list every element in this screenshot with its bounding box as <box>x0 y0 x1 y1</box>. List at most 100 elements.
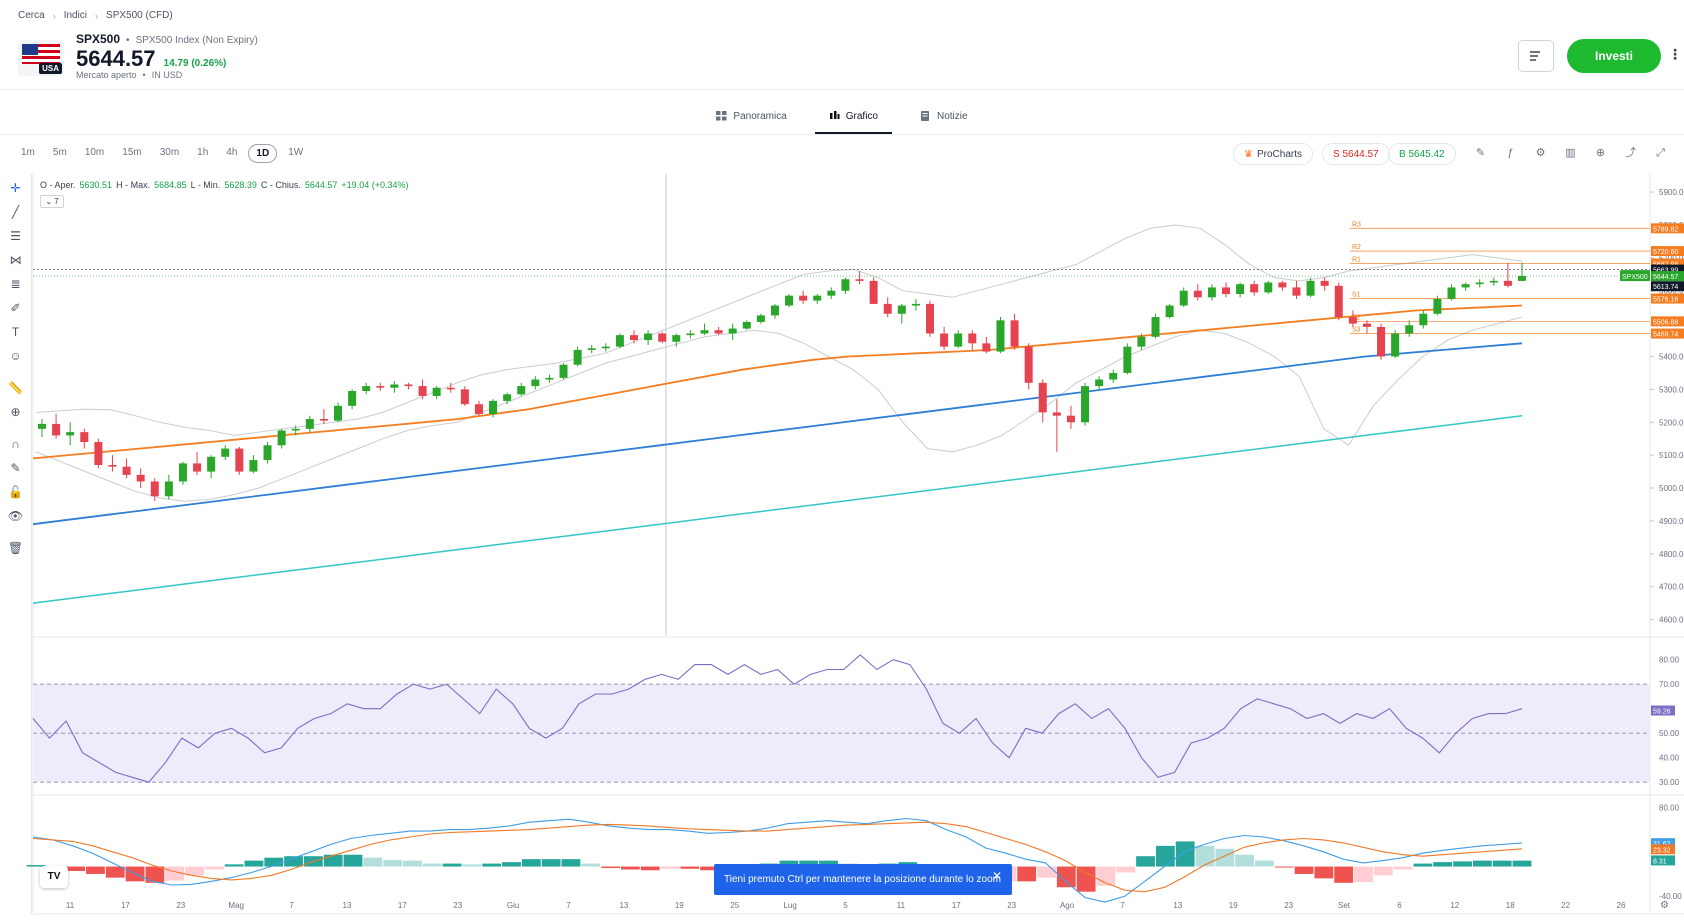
zoom-in-icon[interactable]: ⊕ <box>10 405 21 419</box>
rsi-line <box>32 654 1523 783</box>
candle-down <box>1292 287 1301 296</box>
timeframe-1w[interactable]: 1W <box>288 147 304 158</box>
settings-icon[interactable]: ⚙ <box>1535 147 1546 159</box>
timeframe-1m[interactable]: 1m <box>21 147 35 158</box>
breadcrumb-item-cerca[interactable]: Cerca <box>18 10 45 21</box>
macd-histogram-bar <box>26 865 46 867</box>
rsi-value-badge <box>1651 705 1675 716</box>
ruler-icon[interactable]: 📏 <box>8 381 23 395</box>
macd-histogram-bar <box>1195 845 1215 867</box>
ticker-symbol: SPX500 <box>76 32 121 46</box>
instrument-title: SPX500 • SPX500 Index (Non Expiry) <box>76 32 258 46</box>
buy-price-button[interactable]: B 5645.42 <box>1388 143 1456 165</box>
macd-histogram-bar <box>403 860 422 867</box>
timeframe-1h[interactable]: 1h <box>197 147 209 158</box>
eye-icon[interactable]: 👁 <box>7 509 24 523</box>
time-axis-label: 18 <box>1506 901 1515 910</box>
macd-histogram-bar <box>1433 862 1453 867</box>
time-axis-label: Giu <box>507 901 519 910</box>
time-axis-label: 26 <box>1617 901 1626 910</box>
market-status: Mercato aperto • IN USD <box>76 70 182 80</box>
timeframe-15m[interactable]: 15m <box>122 147 142 158</box>
more-options-icon[interactable]: ⋮ <box>1668 46 1682 62</box>
candle-up <box>178 463 187 482</box>
crosshair-icon[interactable]: ✛ <box>10 181 21 195</box>
price-axis-badge-label: 5613.74 <box>1653 284 1678 291</box>
macd-histogram-bar <box>640 866 660 871</box>
pivot-level-name: R2 <box>1352 244 1361 251</box>
share-icon[interactable]: ⤴ <box>1625 147 1636 159</box>
price-axis-badge <box>1651 328 1684 339</box>
macd-histogram-bar <box>1017 866 1037 882</box>
lock-icon[interactable]: 🔓 <box>8 485 23 499</box>
candle-down <box>1503 280 1512 286</box>
indicator-collapse-button[interactable]: ⌄ 7 <box>40 195 64 208</box>
candle-up <box>1461 284 1470 288</box>
tab-panoramica[interactable]: Panoramica <box>702 98 800 134</box>
tradingview-logo-icon[interactable]: TV <box>40 866 68 888</box>
invest-button[interactable]: Investi <box>1567 39 1661 73</box>
breadcrumb-item-indici[interactable]: Indici <box>63 10 88 21</box>
time-axis-label: 13 <box>343 901 352 910</box>
flag-label: USA <box>39 63 62 74</box>
candle-down <box>982 343 991 352</box>
pencil-icon[interactable]: ✎ <box>1475 147 1486 159</box>
header-divider <box>0 89 1684 90</box>
sell-price-button[interactable]: S 5644.57 <box>1322 143 1390 165</box>
ohlc-high: 5684.85 <box>154 180 187 190</box>
emoji-icon[interactable]: ☺ <box>9 349 22 363</box>
fullscreen-icon[interactable]: ⤢ <box>1656 147 1665 159</box>
bar-chart-icon[interactable]: ▥ <box>1565 147 1576 159</box>
timeframe-10m[interactable]: 10m <box>84 147 105 158</box>
horizontal-lines-icon[interactable]: ☰ <box>10 229 21 243</box>
pattern-icon[interactable]: ⋈ <box>9 253 22 267</box>
candle-up <box>1306 280 1315 296</box>
candle-up <box>38 423 46 429</box>
trash-icon[interactable]: 🗑 <box>7 541 24 555</box>
macd-value-badge <box>1651 844 1675 855</box>
macd-histogram-bar <box>1492 860 1512 867</box>
candle-up <box>390 384 399 388</box>
time-axis-label: 6 <box>1397 901 1402 910</box>
time-axis-label: 23 <box>176 901 185 910</box>
candle-down <box>855 279 864 281</box>
macd-histogram-bar <box>541 859 561 867</box>
timeframe-1d[interactable]: 1D <box>248 144 278 163</box>
macd-value-badge-label: 8.31 <box>1653 858 1667 865</box>
timeframe-5m[interactable]: 5m <box>52 147 67 158</box>
timeframe-4h[interactable]: 4h <box>226 147 238 158</box>
text-icon[interactable]: T <box>11 325 20 339</box>
time-axis-label: 17 <box>398 901 407 910</box>
tab-label: Panoramica <box>733 110 787 122</box>
macd-value-badge <box>1651 838 1675 849</box>
trendline-icon[interactable]: ╱ <box>11 205 20 219</box>
instrument-flag-icon: USA <box>18 40 64 76</box>
macd-histogram-bar <box>462 864 482 867</box>
breadcrumb: Cerca › Indici › SPX500 (CFD) <box>18 10 173 21</box>
candle-up <box>601 346 610 349</box>
indicators-icon[interactable]: ƒ <box>1507 147 1514 159</box>
macd-histogram-bar <box>1314 866 1334 879</box>
add-icon[interactable]: ⊕ <box>1595 147 1606 159</box>
time-axis-label: 11 <box>66 901 75 910</box>
watchlist-button[interactable] <box>1518 40 1554 72</box>
fibonacci-icon[interactable]: ≣ <box>10 277 21 291</box>
candle-up <box>531 379 540 387</box>
candles-icon <box>829 111 840 119</box>
tab-grafico[interactable]: Grafico <box>814 98 893 134</box>
lock-drawing-icon[interactable]: ✎ <box>10 461 21 475</box>
candle-up <box>644 333 653 341</box>
time-axis-label: 11 <box>897 901 906 910</box>
price-axis-badge <box>1651 293 1684 304</box>
timeframe-30m[interactable]: 30m <box>159 147 180 158</box>
magnet-icon[interactable]: ∩ <box>11 437 20 451</box>
macd-histogram-bar <box>521 859 541 867</box>
procharts-button[interactable]: ♛ ProCharts <box>1233 143 1313 165</box>
brush-icon[interactable]: ✐ <box>10 301 21 315</box>
tab-notizie[interactable]: Notizie <box>906 98 982 134</box>
last-price-tag-label: SPX500 <box>1622 274 1648 281</box>
close-icon[interactable]: ✕ <box>991 869 1002 883</box>
time-axis-label: 22 <box>1561 901 1570 910</box>
price-axis-badge <box>1651 316 1684 327</box>
